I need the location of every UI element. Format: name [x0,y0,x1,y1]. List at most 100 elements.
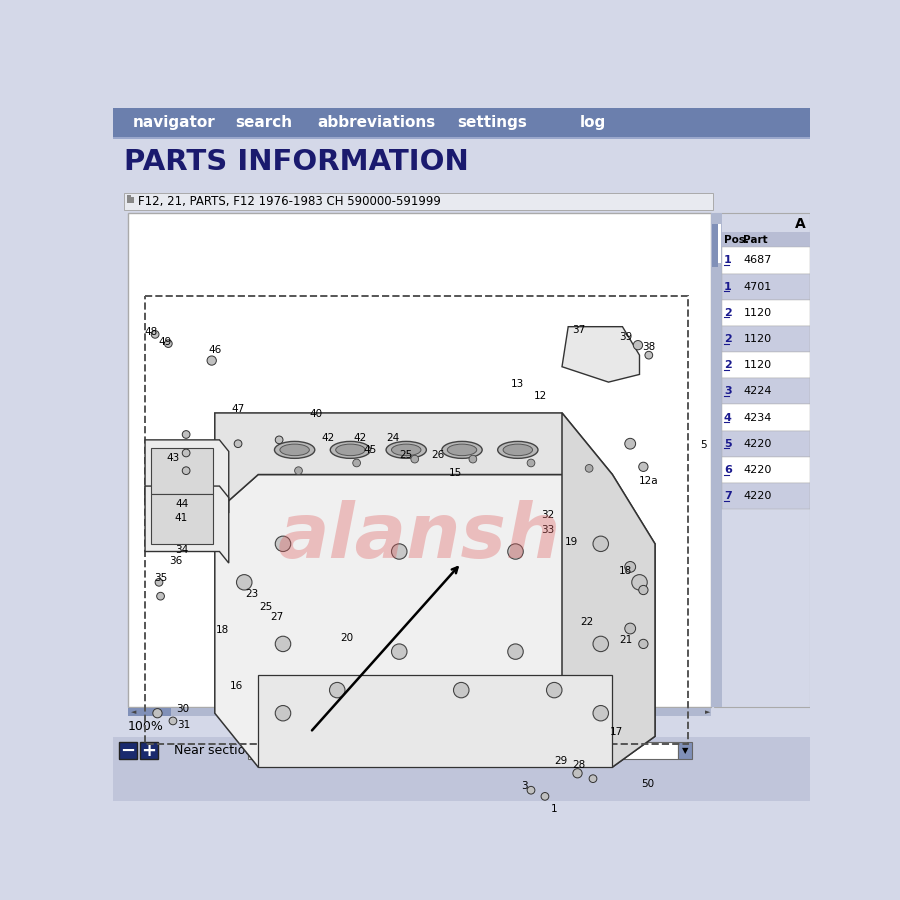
Circle shape [237,574,252,590]
Text: 18: 18 [619,566,632,576]
Circle shape [634,340,643,350]
Circle shape [625,562,635,572]
Circle shape [469,455,477,463]
Text: 5: 5 [699,440,707,450]
Text: 29: 29 [554,756,567,766]
Ellipse shape [330,441,371,458]
Text: 50: 50 [641,779,653,789]
Bar [722,274,810,300]
Text: 2: 2 [724,308,732,318]
Bar [722,326,810,352]
Text: 1120: 1120 [743,308,771,318]
Circle shape [590,775,597,782]
Text: 25: 25 [399,450,412,460]
Circle shape [546,682,562,698]
Bar [722,378,810,404]
Ellipse shape [274,441,315,458]
Text: 4701: 4701 [743,282,771,292]
Circle shape [625,623,635,634]
Bar [128,707,171,716]
Circle shape [353,459,361,467]
Text: log: log [580,115,606,130]
Text: 43: 43 [166,453,180,463]
Text: 6: 6 [724,465,732,475]
Circle shape [182,467,190,474]
Ellipse shape [503,444,533,455]
Circle shape [593,536,608,552]
Text: 2: 2 [724,334,732,344]
Text: 21: 21 [619,635,632,645]
Text: Part: Part [743,235,768,245]
Text: ▼: ▼ [682,746,688,755]
Circle shape [639,463,648,472]
Text: settings: settings [457,115,527,130]
Bar [128,707,711,716]
Text: 49: 49 [158,338,172,347]
Bar [112,108,810,138]
Text: Near sections: Near sections [175,744,260,758]
Text: 38: 38 [643,343,655,353]
Ellipse shape [447,444,477,455]
Text: ►: ► [705,708,710,715]
Circle shape [275,436,283,444]
Text: 13: 13 [510,379,524,389]
Bar [127,195,131,198]
Text: 5: 5 [724,438,732,449]
Circle shape [573,769,582,778]
Text: 39: 39 [619,332,632,343]
Text: 1: 1 [724,256,732,266]
Text: 100%: 100% [128,720,164,733]
Bar [722,457,810,483]
Text: 1120: 1120 [743,334,771,344]
Bar [112,737,810,801]
Text: 31: 31 [177,720,191,730]
Circle shape [165,340,172,347]
Circle shape [639,639,648,649]
Text: 47: 47 [231,404,245,414]
Circle shape [234,440,242,447]
Circle shape [182,430,190,438]
Text: ◄: ◄ [131,708,137,715]
Text: 34: 34 [176,545,189,555]
Text: 48: 48 [145,327,158,338]
Text: 4220: 4220 [743,438,771,449]
Ellipse shape [336,444,365,455]
Text: 46: 46 [208,345,221,355]
Text: 20: 20 [340,633,353,643]
Polygon shape [215,413,612,513]
Bar [127,196,134,202]
Text: 28: 28 [572,760,586,770]
Text: F12, 21, PARTS, F12 1976-1983 CH 590000-591999: F12, 21, PARTS, F12 1976-1983 CH 590000-… [138,194,441,208]
Text: 4687: 4687 [743,256,771,266]
Text: 7: 7 [724,491,732,501]
Bar [722,352,810,378]
Bar [711,212,718,707]
Text: 4220: 4220 [743,491,771,501]
Text: 19: 19 [564,537,578,547]
Bar [112,716,810,737]
Text: 3: 3 [521,781,528,791]
Text: navigator: navigator [133,115,216,130]
Text: cylinder block: cylinder block [253,744,340,758]
Text: 32: 32 [542,509,554,519]
Circle shape [632,574,647,590]
Bar [722,430,810,457]
Circle shape [625,438,635,449]
Circle shape [329,682,345,698]
Circle shape [275,636,291,652]
Circle shape [508,544,523,559]
Ellipse shape [392,444,421,455]
Text: 37: 37 [572,325,586,335]
Polygon shape [151,447,213,494]
Text: 1: 1 [551,805,558,814]
Text: 41: 41 [174,513,187,523]
Text: 24: 24 [386,433,400,443]
Circle shape [151,330,159,338]
Circle shape [294,467,302,474]
Bar [679,742,692,760]
Text: 16: 16 [230,681,243,691]
Text: 1120: 1120 [743,360,771,370]
Circle shape [207,356,216,365]
Text: 4234: 4234 [743,412,771,422]
Circle shape [153,708,162,718]
